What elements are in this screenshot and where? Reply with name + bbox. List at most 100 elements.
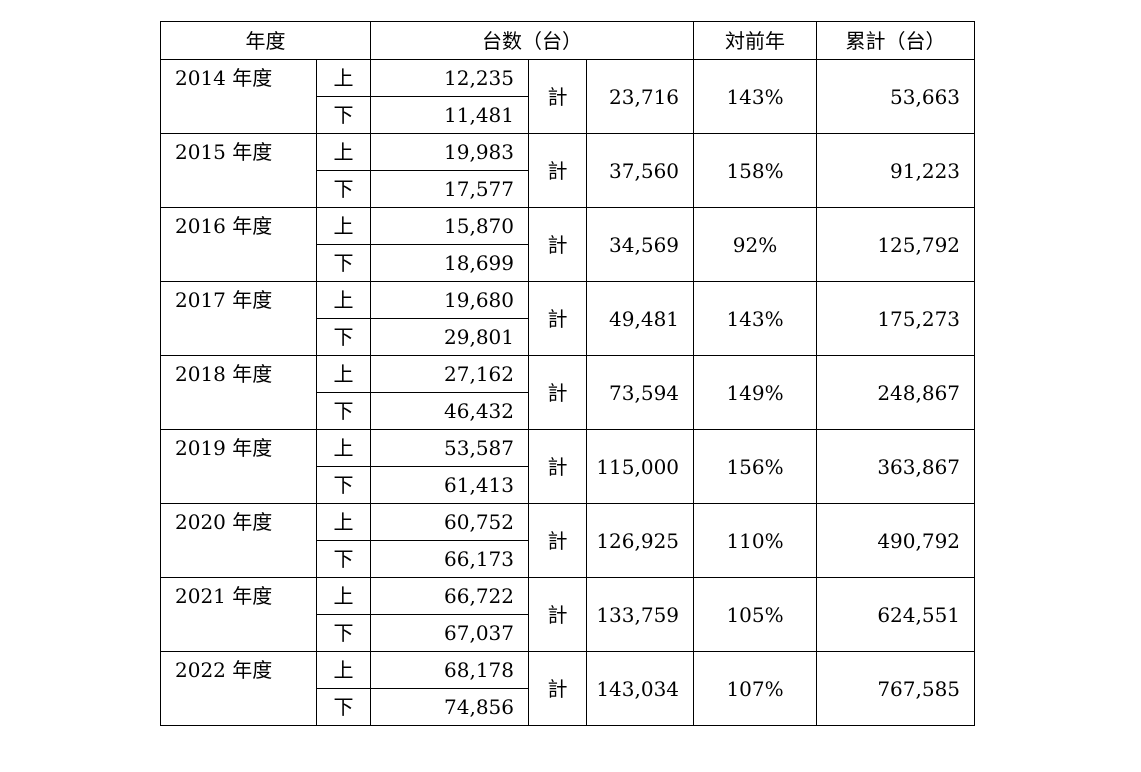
sales-table: 年度 台数（台） 対前年 累計（台） 2014 年度上 12,235 計 23,716… (160, 21, 976, 726)
header-year: 年度 (160, 21, 371, 60)
year-cell: 2020 年度 (160, 503, 317, 578)
first-half-label: 上 (316, 429, 371, 467)
first-half-units: 15,870 (370, 207, 529, 245)
first-half-units: 66,722 (370, 577, 529, 615)
table-row-first-half: 2019 年度上 53,587 計 115,000 156% 363,867 (160, 429, 976, 504)
total-units: 23,716 (585, 59, 695, 134)
total-label: 計 (528, 59, 587, 134)
table-row-first-half: 2021 年度上 66,722 計 133,759 105% 624,551 (160, 577, 976, 652)
second-half-units: 29,801 (370, 318, 529, 356)
year-cell: 2017 年度 (160, 281, 317, 356)
cumulative-cell: 624,551 (816, 577, 976, 652)
table-row-second-half: 下 74,856 (161, 688, 975, 726)
cumulative-cell: 248,867 (816, 355, 976, 430)
total-label: 計 (528, 355, 587, 430)
total-units: 126,925 (585, 503, 695, 578)
yoy-cell: 158% (693, 133, 818, 208)
second-half-label: 下 (316, 170, 371, 208)
first-half-units: 12,235 (370, 59, 529, 97)
second-half-units: 18,699 (370, 244, 529, 282)
total-units: 115,000 (585, 429, 695, 504)
first-half-units: 19,680 (370, 281, 529, 319)
cumulative-cell: 490,792 (816, 503, 976, 578)
first-half-units: 60,752 (370, 503, 529, 541)
year-cell: 2018 年度 (160, 355, 317, 430)
first-half-label: 上 (316, 59, 371, 97)
cumulative-cell: 53,663 (816, 59, 976, 134)
year-cell: 2022 年度 (160, 651, 317, 726)
total-label: 計 (528, 577, 587, 652)
yoy-cell: 107% (693, 651, 818, 726)
second-half-units: 67,037 (370, 614, 529, 652)
total-label: 計 (528, 207, 587, 282)
table-row-second-half: 下 66,173 (161, 540, 975, 578)
table-row-second-half: 下 18,699 (161, 244, 975, 282)
total-units: 143,034 (585, 651, 695, 726)
total-label: 計 (528, 429, 587, 504)
year-cell: 2021 年度 (160, 577, 317, 652)
total-units: 34,569 (585, 207, 695, 282)
year-cell: 2015 年度 (160, 133, 317, 208)
second-half-label: 下 (316, 614, 371, 652)
table-row-first-half: 2017 年度上 19,680 計 49,481 143% 175,273 (160, 281, 976, 356)
table-body: 年度 台数（台） 対前年 累計（台） 2014 年度上 12,235 計 23,716… (160, 21, 976, 726)
total-units: 73,594 (585, 355, 695, 430)
first-half-label: 上 (316, 281, 371, 319)
cumulative-cell: 363,867 (816, 429, 976, 504)
total-label: 計 (528, 503, 587, 578)
year-cell: 2014 年度 (160, 59, 317, 134)
first-half-label: 上 (316, 503, 371, 541)
yoy-cell: 105% (693, 577, 818, 652)
header-units: 台数（台） (369, 21, 695, 60)
table-row-second-half: 下 17,577 (161, 170, 975, 208)
first-half-units: 19,983 (370, 133, 529, 171)
second-half-units: 11,481 (370, 96, 529, 134)
total-label: 計 (528, 281, 587, 356)
table-row-first-half: 2022 年度上 68,178 計 143,034 107% 767,585 (160, 651, 976, 726)
header-cumulative: 累計（台） (816, 21, 976, 60)
second-half-units: 66,173 (370, 540, 529, 578)
first-half-units: 68,178 (370, 651, 529, 689)
first-half-label: 上 (316, 651, 371, 689)
total-label: 計 (528, 133, 587, 208)
yoy-cell: 156% (693, 429, 818, 504)
table-row-second-half: 下 29,801 (161, 318, 975, 356)
cumulative-cell: 767,585 (816, 651, 976, 726)
table-row-first-half: 2020 年度上 60,752 計 126,925 110% 490,792 (160, 503, 976, 578)
first-half-label: 上 (316, 355, 371, 393)
table-row-second-half: 下 11,481 (161, 96, 975, 134)
cumulative-cell: 91,223 (816, 133, 976, 208)
second-half-units: 46,432 (370, 392, 529, 430)
table-row-first-half: 2018 年度上 27,162 計 73,594 149% 248,867 (160, 355, 976, 430)
table-row-second-half: 下 67,037 (161, 614, 975, 652)
header-row: 年度 台数（台） 対前年 累計（台） (160, 21, 976, 60)
table-row-first-half: 2016 年度上 15,870 計 34,569 92% 125,792 (160, 207, 976, 282)
second-half-label: 下 (316, 244, 371, 282)
second-half-label: 下 (316, 392, 371, 430)
yoy-cell: 143% (693, 281, 818, 356)
total-units: 49,481 (585, 281, 695, 356)
first-half-label: 上 (316, 577, 371, 615)
table-row-first-half: 2014 年度上 12,235 計 23,716 143% 53,663 (160, 59, 976, 134)
first-half-label: 上 (316, 207, 371, 245)
yoy-cell: 143% (693, 59, 818, 134)
second-half-label: 下 (316, 540, 371, 578)
yoy-cell: 92% (693, 207, 818, 282)
year-cell: 2016 年度 (160, 207, 317, 282)
second-half-units: 74,856 (370, 688, 529, 726)
first-half-units: 27,162 (370, 355, 529, 393)
year-cell: 2019 年度 (160, 429, 317, 504)
yoy-cell: 110% (693, 503, 818, 578)
second-half-units: 61,413 (370, 466, 529, 504)
yoy-cell: 149% (693, 355, 818, 430)
cumulative-cell: 125,792 (816, 207, 976, 282)
first-half-label: 上 (316, 133, 371, 171)
second-half-label: 下 (316, 318, 371, 356)
total-label: 計 (528, 651, 587, 726)
table-row-second-half: 下 61,413 (161, 466, 975, 504)
total-units: 133,759 (585, 577, 695, 652)
second-half-label: 下 (316, 688, 371, 726)
second-half-label: 下 (316, 96, 371, 134)
total-units: 37,560 (585, 133, 695, 208)
table-row-first-half: 2015 年度上 19,983 計 37,560 158% 91,223 (160, 133, 976, 208)
